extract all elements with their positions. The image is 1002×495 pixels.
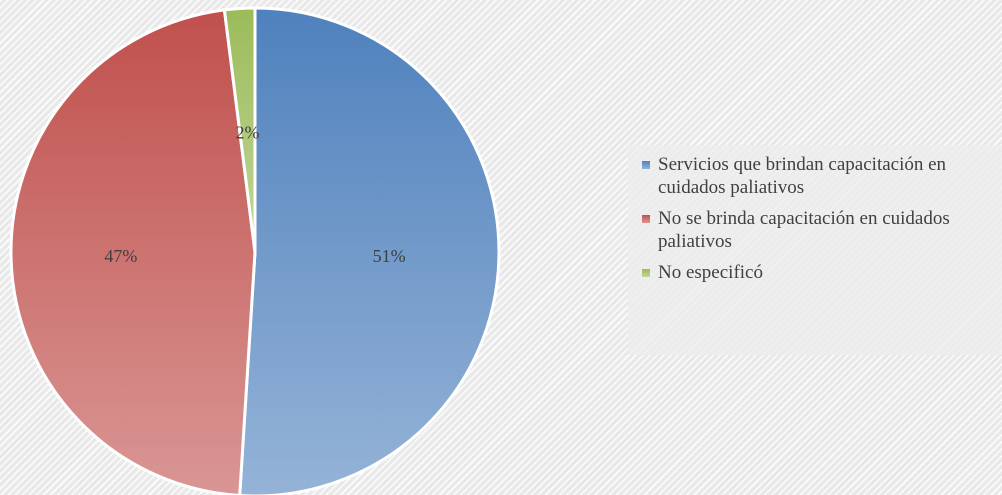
pie-chart: 51% 47% 2% bbox=[9, 6, 501, 495]
pie-slices bbox=[9, 6, 501, 495]
legend-entry: No especificó bbox=[642, 261, 1002, 284]
slice-value-label: 51% bbox=[373, 246, 406, 266]
legend-swatch bbox=[642, 215, 650, 223]
slice-value-label: 47% bbox=[104, 246, 137, 266]
pie-slice bbox=[238, 6, 501, 495]
chart-legend: Servicios que brindan capacitación en cu… bbox=[628, 145, 1002, 355]
pie-data-labels: 51% 47% 2% bbox=[104, 123, 405, 267]
legend-label: No se brinda capacitación en cuidados pa… bbox=[658, 208, 950, 252]
legend-swatch bbox=[642, 269, 650, 277]
legend-entry: No se brinda capacitación en cuidados pa… bbox=[642, 207, 1002, 253]
legend-label: Servicios que brindan capacitación en cu… bbox=[658, 154, 947, 198]
pie-slice bbox=[222, 6, 257, 254]
slice-value-label: 2% bbox=[236, 123, 260, 143]
legend-label: No especificó bbox=[658, 262, 763, 283]
legend-entry: Servicios que brindan capacitación en cu… bbox=[642, 153, 1002, 199]
pie-slice bbox=[9, 8, 257, 495]
legend-swatch bbox=[642, 161, 650, 169]
